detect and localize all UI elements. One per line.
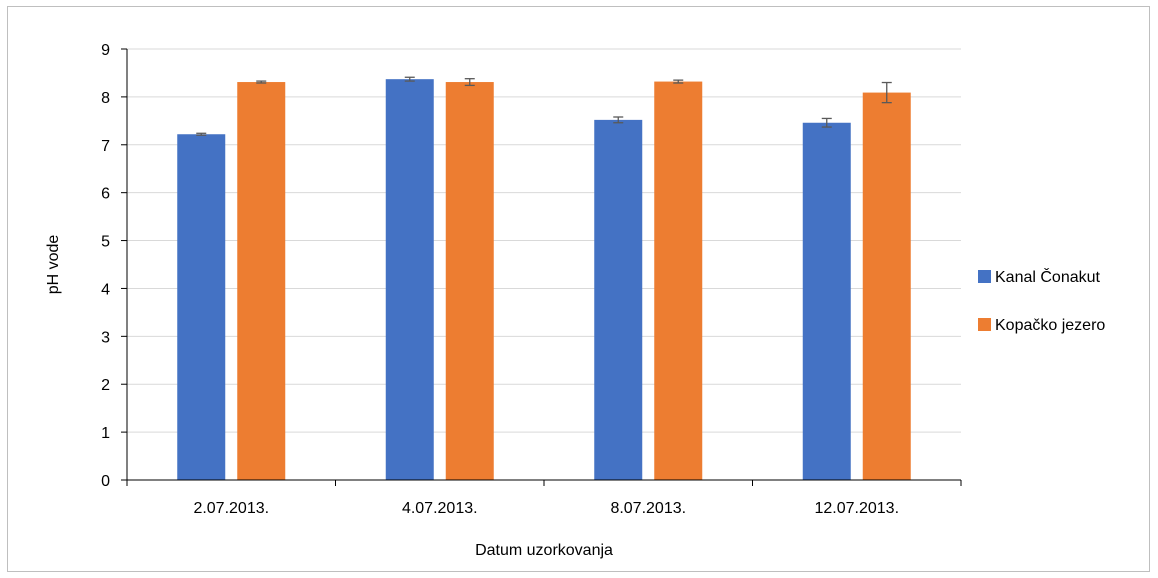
bar: [862, 92, 911, 480]
legend-swatch: [978, 318, 991, 331]
y-tick-label: 1: [101, 425, 110, 442]
y-tick-label: 6: [101, 186, 110, 203]
y-tick-label: 8: [101, 90, 110, 107]
y-tick-label: 3: [101, 329, 110, 346]
bar: [802, 122, 851, 480]
x-tick-label: 4.07.2013.: [402, 500, 478, 517]
bar: [594, 119, 643, 481]
legend-label: Kanal Čonakut: [995, 267, 1101, 286]
x-axis-title: Datum uzorkovanja: [475, 542, 613, 559]
x-tick-label: 12.07.2013.: [814, 500, 899, 517]
legend: Kanal Čonakut Kopačko jezero: [978, 267, 1105, 334]
x-tick-label: 8.07.2013.: [610, 500, 686, 517]
error-bars: [196, 76, 892, 136]
legend-label: Kopačko jezero: [995, 317, 1105, 334]
y-tick-label: 0: [101, 473, 110, 490]
y-tick-label: 7: [101, 138, 110, 155]
tick-labels: 0 1 2 3 4 5 6 7 8 9 2.07.2013. 4.07.2013. 8.07.2013.…: [101, 42, 899, 517]
y-tick-label: 2: [101, 377, 110, 394]
axes: [121, 48, 962, 486]
y-axis-title: pH vode: [45, 235, 62, 295]
x-tick-label: 2.07.2013.: [193, 500, 269, 517]
bar: [445, 82, 494, 480]
bar: [385, 79, 434, 481]
bar: [177, 134, 226, 480]
y-tick-label: 5: [101, 234, 110, 251]
y-tick-label: 4: [101, 281, 110, 298]
bar: [654, 81, 703, 480]
bar: [237, 82, 286, 480]
legend-swatch: [978, 270, 991, 283]
y-tick-label: 9: [101, 42, 110, 59]
bars: [177, 79, 911, 481]
